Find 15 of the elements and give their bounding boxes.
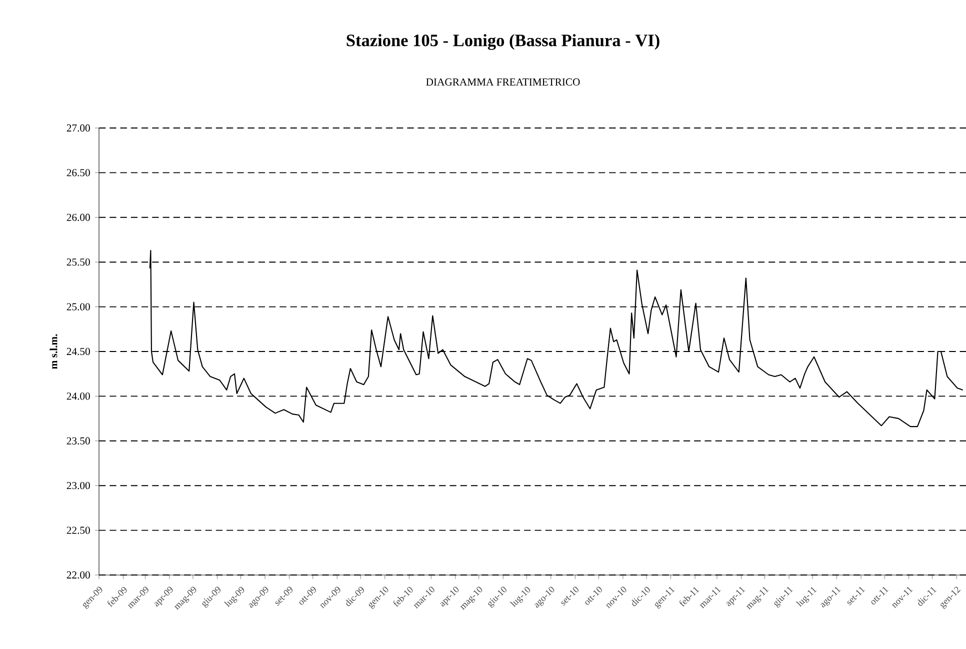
y-tick-label: 22.00 [66,571,90,579]
y-tick-label: 25.00 [66,303,90,310]
y-tick-label: 26.00 [66,214,90,222]
line-series [149,250,964,428]
y-tick-label: 24.00 [66,392,90,400]
y-tick-label: 23.50 [66,437,90,445]
chart-subtitle: DIAGRAMMA FREATIMETRICO [426,78,580,86]
y-tick-label: 26.50 [66,169,90,176]
y-tick-label: 22.50 [66,526,90,534]
y-tick-label: 24.50 [66,348,90,356]
y-tick-label: 25.50 [66,258,90,266]
y-tick-label: 27.00 [66,124,90,132]
y-axis-title: m s.l.m. [50,334,58,369]
y-tick-label: 23.00 [66,482,90,490]
chart-title: Stazione 105 - Lonigo (Bassa Pianura - VI) [346,34,660,50]
